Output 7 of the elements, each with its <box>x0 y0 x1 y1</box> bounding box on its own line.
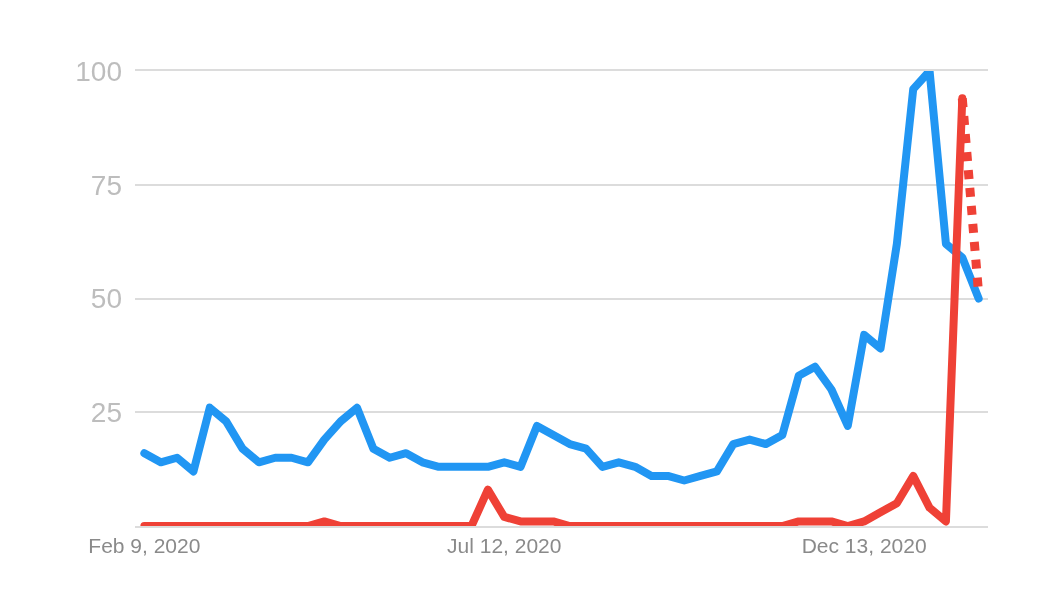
x-tick-label: Jul 12, 2020 <box>447 534 562 558</box>
y-tick-label: 25 <box>90 397 122 429</box>
x-tick-label: Feb 9, 2020 <box>88 534 201 558</box>
y-tick-label: 75 <box>90 169 122 201</box>
x-tick-label: Dec 13, 2020 <box>801 534 927 558</box>
y-tick-label: 100 <box>75 55 122 87</box>
y-tick-label: 50 <box>90 283 122 315</box>
